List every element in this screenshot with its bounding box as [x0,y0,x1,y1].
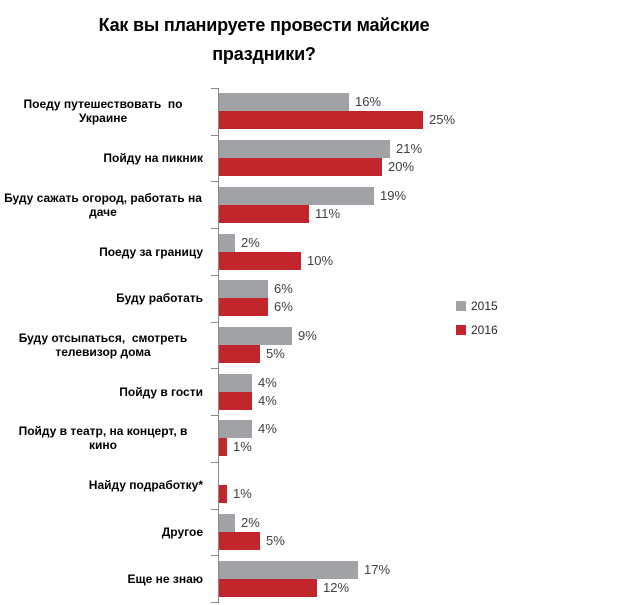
bar-2015 [219,140,390,158]
bar-2015 [219,93,349,111]
value-label-2015: 21% [396,141,423,156]
bar-2016 [219,158,382,176]
value-label-2016: 25% [429,112,456,127]
category-label: Найду подработку* [0,462,211,509]
category-label-text: Еще не знаю [127,571,203,586]
axis-tick [211,509,218,510]
axis-tick [211,322,218,323]
category-label: Буду отсыпаться, смотреть телевизор дома [0,322,211,369]
value-label-2016: 11% [315,206,341,221]
bar-2015 [219,280,268,298]
bar-2015 [219,234,235,252]
value-label-2015: 6% [274,281,293,296]
category-label-text: Буду отсыпаться, смотреть телевизор дома [18,330,191,359]
category-label: Буду сажать огород, работать на даче [0,181,211,228]
bar-2016 [219,485,227,503]
chart-title-line-1: Как вы планируете провести майские [98,15,430,35]
category-label: Пойду в гости [0,368,211,415]
value-label-2015: 19% [380,188,407,203]
category-label: Пойду в театр, на концерт, в кино [0,415,211,462]
bar-2016 [219,438,227,456]
category-label-text: Пойду в гости [119,384,203,399]
bar-2016 [219,579,317,597]
axis-tick [211,602,218,603]
value-label-2015: 16% [355,94,382,109]
value-label-2016: 12% [323,580,350,595]
bar-2015 [219,420,252,438]
legend-swatch-2016-icon [456,325,466,335]
value-label-2016: 10% [307,253,334,268]
axis-tick [211,462,218,463]
value-label-2016: 1% [233,439,252,454]
chart-title-line-2: праздники? [212,44,316,64]
value-label-2015: 4% [258,375,277,390]
bar-2015 [219,561,358,579]
legend-item-2015: 2015 [456,300,498,312]
axis-tick [211,135,218,136]
bar-2016 [219,298,268,316]
category-label-text: Найду подработку* [88,478,203,493]
y-axis-line [218,88,219,603]
value-label-2016: 20% [388,159,415,174]
value-label-2015: 4% [258,421,277,436]
bar-2016 [219,205,309,223]
legend-label-2016: 2016 [471,323,498,337]
category-label: Пойду на пикник [0,135,211,182]
category-label-text: Другое [161,524,203,539]
category-label: Поеду за границу [0,228,211,275]
value-label-2016: 5% [266,346,285,361]
chart-title: Как вы планируете провести майские празд… [0,11,528,69]
category-label-text: Пойду на пикник [103,151,203,166]
value-label-2016: 5% [266,533,285,548]
legend-item-2016: 2016 [456,324,498,336]
axis-tick [211,228,218,229]
value-label-2016: 1% [233,486,252,501]
category-label: Еще не знаю [0,555,211,602]
category-label-text: Поеду путешествовать по Украине [23,97,186,126]
legend-swatch-2015-icon [456,301,466,311]
legend-label-2015: 2015 [471,299,498,313]
value-label-2015: 17% [364,562,391,577]
value-label-2016: 6% [274,299,293,314]
axis-tick [211,555,218,556]
value-label-2016: 4% [258,393,277,408]
bar-2016 [219,345,260,363]
bar-2015 [219,374,252,392]
category-label: Буду работать [0,275,211,322]
bar-2015 [219,327,292,345]
axis-tick [211,275,218,276]
axis-tick [211,415,218,416]
category-label-text: Пойду в театр, на концерт, в кино [18,424,191,453]
legend: 2015 2016 [456,300,498,348]
value-label-2015: 9% [298,328,317,343]
bar-2015 [219,514,235,532]
bar-2016 [219,252,301,270]
bar-2016 [219,532,260,550]
bar-2015 [219,187,374,205]
category-label-text: Буду работать [116,291,203,306]
category-label: Поеду путешествовать по Украине [0,88,211,135]
category-label-text: Буду сажать огород, работать на даче [4,190,206,219]
axis-tick [211,88,218,89]
value-label-2015: 2% [241,235,260,250]
bar-2016 [219,392,252,410]
bar-2016 [219,111,423,129]
axis-tick [211,181,218,182]
value-label-2015: 2% [241,515,260,530]
category-label-text: Поеду за границу [99,244,203,259]
category-label: Другое [0,509,211,556]
axis-tick [211,368,218,369]
